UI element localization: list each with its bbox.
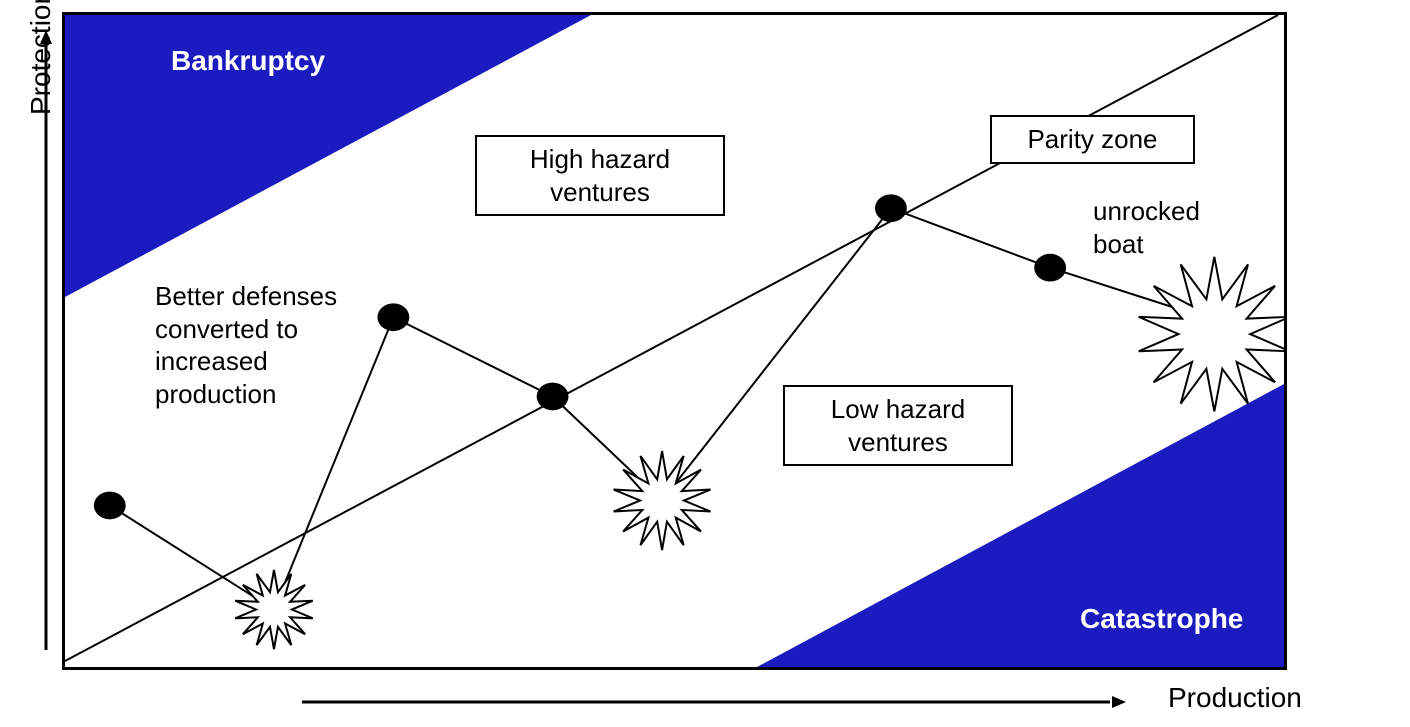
trajectory-dot bbox=[1034, 254, 1066, 282]
high-hazard-box: High hazardventures bbox=[475, 135, 725, 216]
y-axis-arrow bbox=[38, 30, 54, 655]
x-axis-arrow bbox=[300, 692, 1130, 712]
bankruptcy-label: Bankruptcy bbox=[171, 45, 325, 77]
unrocked-boat-label: unrockedboat bbox=[1093, 195, 1200, 260]
trajectory-dot bbox=[94, 492, 126, 520]
low-hazard-box: Low hazardventures bbox=[783, 385, 1013, 466]
plot-frame: Bankruptcy Catastrophe High hazardventur… bbox=[62, 12, 1287, 670]
trajectory-dot bbox=[875, 194, 907, 222]
x-axis-label: Production bbox=[1168, 682, 1302, 714]
parity-zone-box: Parity zone bbox=[990, 115, 1195, 164]
burst-star bbox=[235, 570, 313, 649]
y-axis-label: Protection bbox=[25, 0, 57, 115]
chart-area: Bankruptcy Catastrophe High hazardventur… bbox=[62, 12, 1287, 670]
trajectory-dot bbox=[377, 303, 409, 331]
catastrophe-label: Catastrophe bbox=[1080, 603, 1243, 635]
better-defenses-label: Better defensesconverted toincreasedprod… bbox=[155, 280, 337, 410]
burst-star bbox=[614, 451, 711, 550]
trajectory-dot bbox=[537, 383, 569, 411]
burst-star bbox=[1139, 257, 1284, 412]
